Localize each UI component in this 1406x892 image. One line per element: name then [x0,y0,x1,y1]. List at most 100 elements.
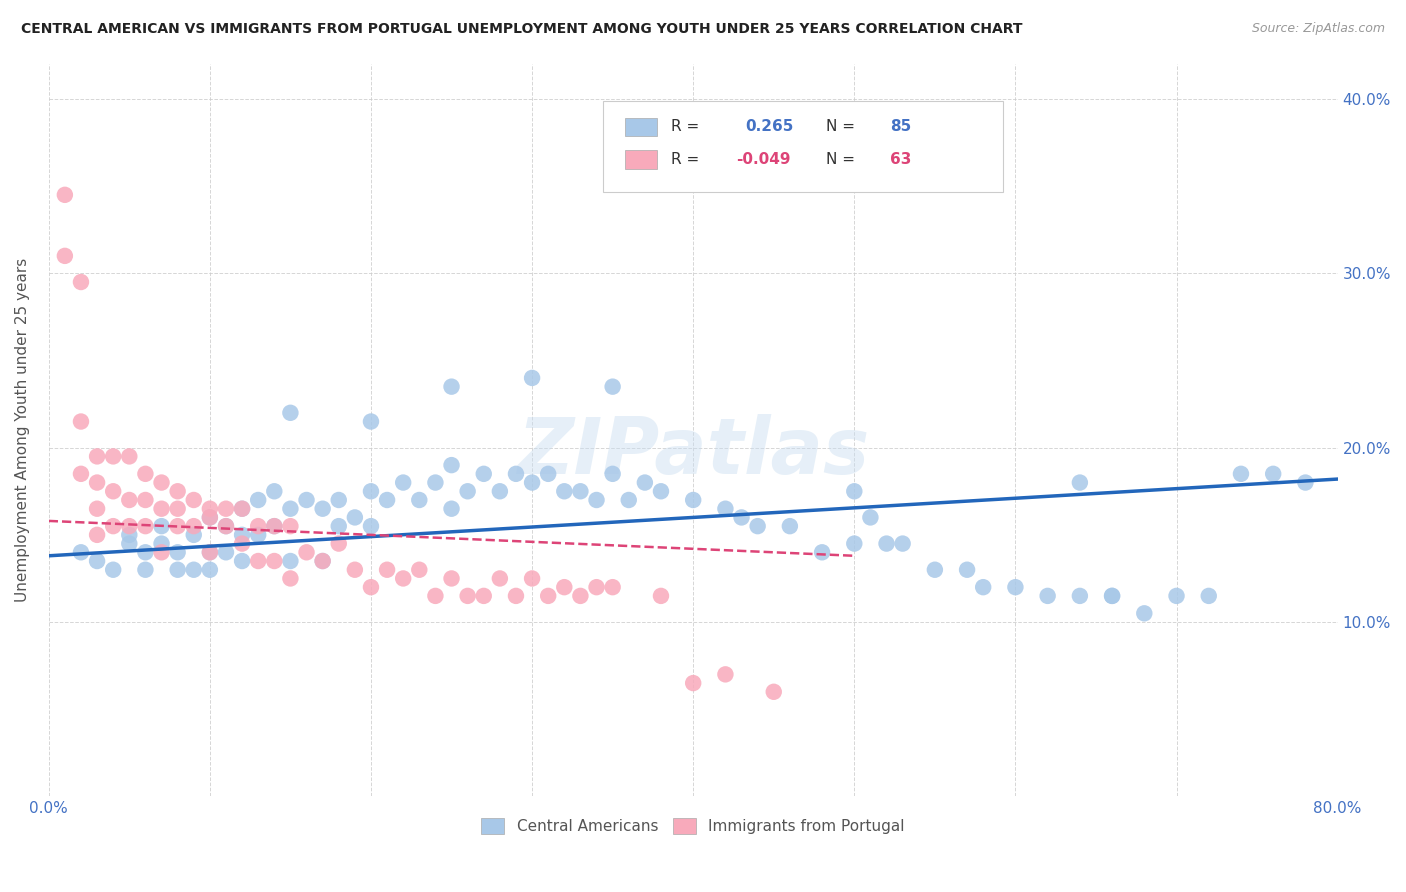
Point [360,519,382,533]
Point [537,467,560,481]
Point [166,563,188,577]
Point [1294,475,1316,490]
FancyBboxPatch shape [624,151,657,169]
Point [150,475,173,490]
Point [134,493,156,508]
Text: N =: N = [825,152,860,167]
Point [585,493,607,508]
Point [1069,589,1091,603]
Point [198,545,221,559]
Point [118,519,141,533]
Point [134,563,156,577]
Text: ZIPatlas: ZIPatlas [517,414,869,491]
Point [231,528,253,542]
Point [70,545,93,559]
Point [215,519,238,533]
Point [1263,467,1285,481]
Point [328,536,350,550]
Point [472,467,495,481]
Text: N =: N = [825,119,860,134]
Point [682,676,704,690]
Point [150,519,173,533]
Point [134,545,156,559]
Point [103,519,125,533]
Point [134,519,156,533]
Point [714,501,737,516]
Point [1069,475,1091,490]
Point [392,475,415,490]
Point [70,275,93,289]
Point [231,501,253,516]
Text: 63: 63 [890,152,911,167]
Point [440,379,463,393]
Point [263,519,285,533]
Point [505,467,527,481]
Point [634,475,657,490]
Point [489,484,512,499]
Point [150,536,173,550]
FancyBboxPatch shape [624,118,657,136]
Point [457,484,479,499]
Point [924,563,946,577]
Point [118,536,141,550]
Text: Source: ZipAtlas.com: Source: ZipAtlas.com [1251,22,1385,36]
Point [425,589,447,603]
Point [86,501,108,516]
Point [602,467,624,481]
Point [183,493,205,508]
Point [166,519,188,533]
Point [585,580,607,594]
Point [103,563,125,577]
Text: R =: R = [671,152,704,167]
Point [86,450,108,464]
Point [198,563,221,577]
Point [183,563,205,577]
Text: -0.049: -0.049 [735,152,790,167]
Point [714,667,737,681]
Point [215,519,238,533]
Text: CENTRAL AMERICAN VS IMMIGRANTS FROM PORTUGAL UNEMPLOYMENT AMONG YOUTH UNDER 25 Y: CENTRAL AMERICAN VS IMMIGRANTS FROM PORT… [21,22,1022,37]
Point [86,528,108,542]
Point [762,685,785,699]
Point [280,501,302,516]
Point [844,536,866,550]
Point [1133,607,1156,621]
Point [569,484,592,499]
Point [53,249,76,263]
Point [118,493,141,508]
Point [617,493,640,508]
Point [118,450,141,464]
Text: 85: 85 [890,119,911,134]
Point [569,589,592,603]
Y-axis label: Unemployment Among Youth under 25 years: Unemployment Among Youth under 25 years [15,258,30,602]
Point [1101,589,1123,603]
Point [730,510,752,524]
Point [408,563,430,577]
Point [505,589,527,603]
Point [263,554,285,568]
Point [150,545,173,559]
Point [198,510,221,524]
Point [440,501,463,516]
Point [1166,589,1188,603]
Point [295,493,318,508]
Point [537,589,560,603]
Point [876,536,898,550]
Point [166,484,188,499]
Point [328,519,350,533]
Point [280,519,302,533]
Point [650,589,672,603]
Point [891,536,914,550]
Point [103,484,125,499]
Point [1230,467,1253,481]
Text: 0.265: 0.265 [745,119,793,134]
Point [70,467,93,481]
Point [295,545,318,559]
Text: R =: R = [671,119,704,134]
Point [247,528,270,542]
Point [440,458,463,472]
Point [150,501,173,516]
Point [489,571,512,585]
Point [457,589,479,603]
Point [1101,589,1123,603]
